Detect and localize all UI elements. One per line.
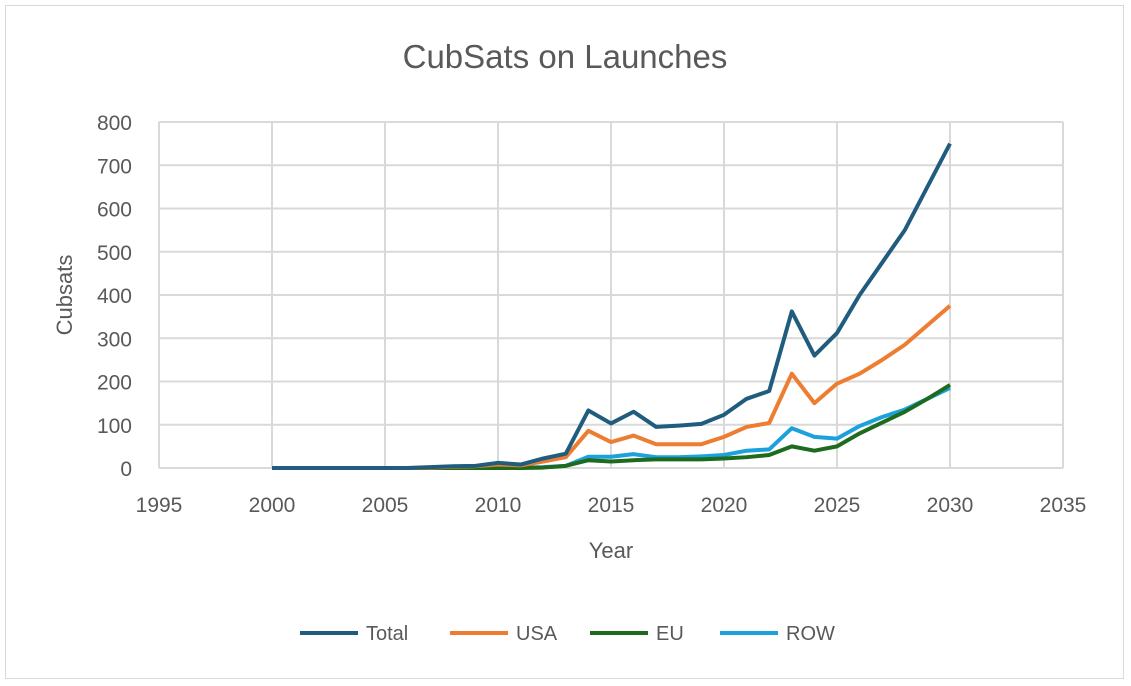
legend-label: USA [516, 623, 558, 645]
x-axis-label: Year [589, 538, 633, 563]
x-tick-label: 2000 [249, 494, 296, 517]
series-line-total [272, 142, 952, 470]
y-tick-label: 400 [97, 285, 132, 308]
series-lines [272, 142, 952, 470]
y-axis-label: Cubsats [52, 255, 77, 336]
chart-frame [5, 5, 1124, 679]
y-tick-label: 600 [97, 199, 132, 222]
x-tick-label: 1995 [136, 494, 183, 517]
y-tick-label: 100 [97, 415, 132, 438]
x-tick-label: 2020 [701, 494, 748, 517]
x-tick-label: 2005 [362, 494, 409, 517]
legend-item-row: ROW [720, 623, 835, 645]
x-axis: 1995 2000 2005 2010 2015 2020 2025 2030 2035 [136, 494, 1087, 517]
legend-label: ROW [786, 623, 835, 645]
legend-item-eu: EU [590, 623, 684, 645]
legend-label: EU [656, 623, 684, 645]
x-tick-label: 2010 [475, 494, 522, 517]
y-tick-label: 300 [97, 328, 132, 351]
chart-title: CubSats on Launches [403, 38, 728, 75]
x-tick-label: 2015 [588, 494, 635, 517]
grid [158, 121, 1064, 469]
y-tick-label: 500 [97, 242, 132, 265]
legend: Total USA EU ROW [300, 623, 835, 645]
y-axis: 0 100 200 300 400 500 600 700 800 [97, 112, 132, 481]
x-tick-label: 2030 [927, 494, 974, 517]
x-tick-label: 2035 [1040, 494, 1087, 517]
legend-label: Total [366, 623, 408, 645]
y-tick-label: 200 [97, 372, 132, 395]
legend-item-usa: USA [450, 623, 558, 645]
y-tick-label: 0 [120, 458, 132, 481]
legend-item-total: Total [300, 623, 408, 645]
y-tick-label: 700 [97, 155, 132, 178]
x-tick-label: 2025 [814, 494, 861, 517]
y-tick-label: 800 [97, 112, 132, 135]
